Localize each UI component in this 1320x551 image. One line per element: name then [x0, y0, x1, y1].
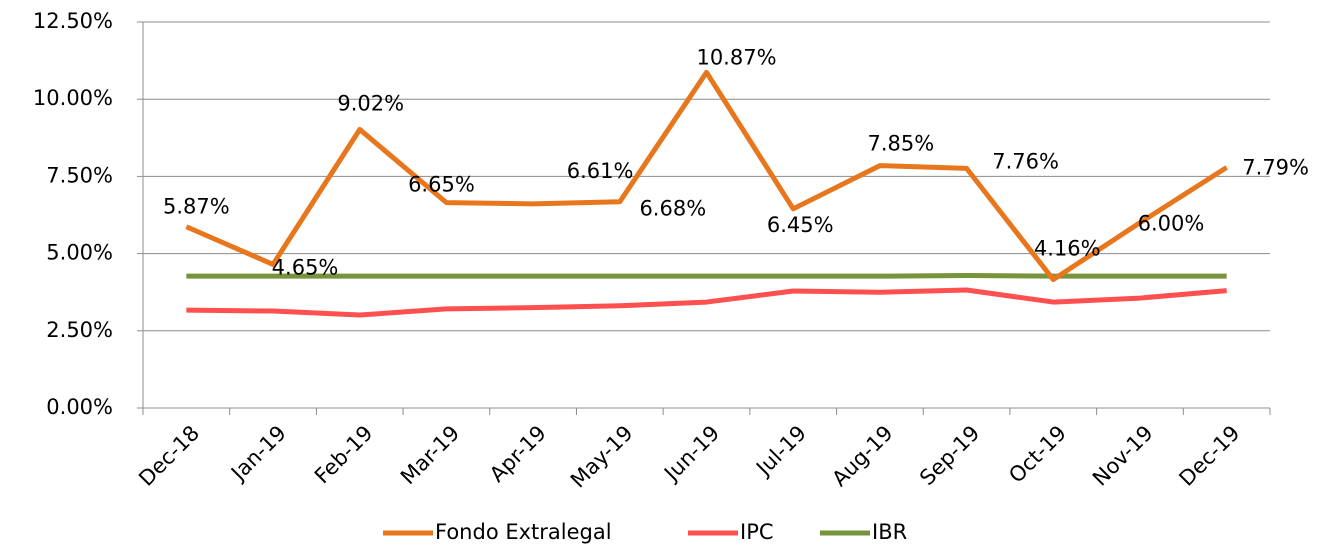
y-tick-label: 12.50% [33, 9, 113, 33]
legend-label: IBR [872, 520, 907, 544]
data-label: 6.68% [639, 197, 706, 221]
legend-label: IPC [740, 520, 774, 544]
data-label: 4.16% [1034, 237, 1101, 261]
x-tick-label: Jan-19 [225, 421, 291, 487]
y-tick-label: 7.50% [46, 163, 113, 187]
y-tick-label: 2.50% [46, 318, 113, 342]
x-tick-label: Jun-19 [658, 421, 724, 487]
x-tick-label: Dec-18 [134, 421, 204, 491]
y-tick-label: 10.00% [33, 86, 113, 110]
x-tick-label: Mar-19 [396, 421, 464, 489]
x-tick-label: May-19 [566, 421, 638, 493]
y-tick-label: 5.00% [46, 241, 113, 265]
x-tick-label: Feb-19 [310, 421, 378, 489]
data-label: 7.85% [868, 132, 935, 156]
series-line [186, 287, 1227, 318]
data-label: 6.45% [767, 213, 834, 237]
x-tick-label: Nov-19 [1088, 421, 1158, 491]
data-label: 6.61% [567, 159, 634, 183]
data-label: 10.87% [696, 45, 776, 69]
data-label: 4.65% [272, 255, 339, 279]
data-label: 9.02% [337, 91, 404, 115]
legend-label: Fondo Extralegal [435, 520, 612, 544]
data-label: 6.65% [408, 173, 475, 197]
x-tick-label: Jul-19 [750, 421, 811, 482]
x-tick-label: Dec-19 [1174, 421, 1244, 491]
series-line [185, 69, 1228, 283]
data-label: 5.87% [163, 195, 230, 219]
data-label: 7.76% [992, 149, 1059, 173]
x-tick-label: Sep-19 [915, 421, 984, 490]
x-tick-label: Apr-19 [485, 421, 551, 487]
x-tick-label: Oct-19 [1004, 421, 1071, 488]
series-line [186, 273, 1227, 279]
y-tick-label: 0.00% [46, 395, 113, 419]
data-label: 6.00% [1138, 212, 1205, 236]
x-tick-label: Aug-19 [827, 421, 897, 491]
data-label: 7.79% [1242, 155, 1309, 179]
